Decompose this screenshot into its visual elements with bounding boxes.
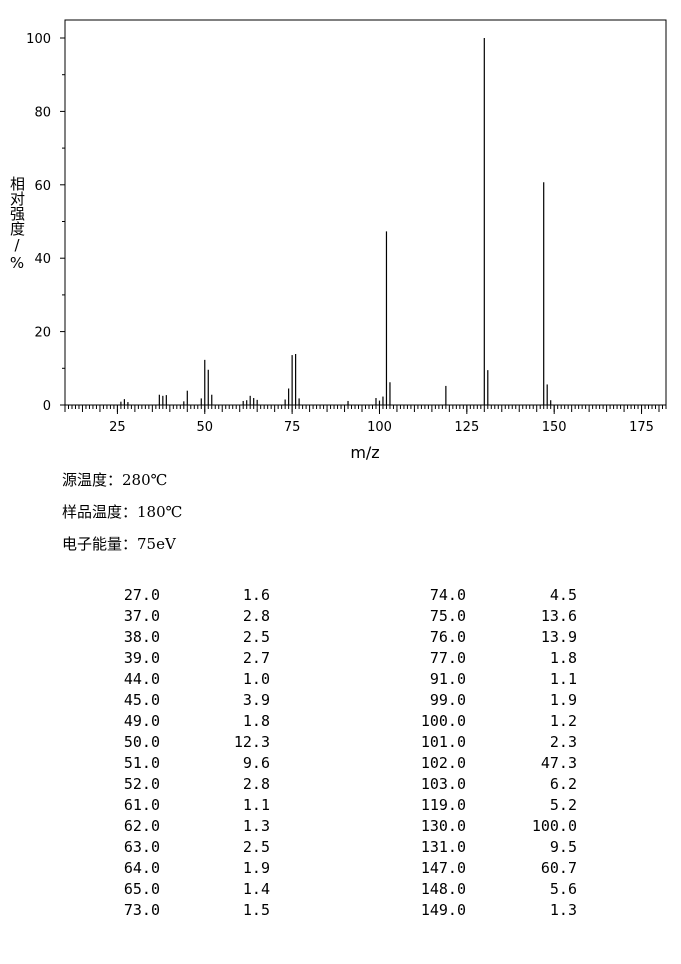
- table-intensity-cell: 3.9: [242, 691, 270, 709]
- table-mz-cell: 103.0: [420, 775, 466, 793]
- table-intensity-cell: 2.5: [242, 838, 270, 856]
- table-mz-cell: 148.0: [420, 880, 466, 898]
- table-mz-cell: 76.0: [429, 628, 466, 646]
- table-intensity-cell: 1.1: [242, 796, 270, 814]
- table-intensity-cell: 100.0: [531, 817, 577, 835]
- table-mz-cell: 91.0: [429, 670, 466, 688]
- table-intensity-cell: 6.2: [549, 775, 577, 793]
- table-mz-cell: 62.0: [123, 817, 160, 835]
- table-mz-cell: 51.0: [123, 754, 160, 772]
- table-mz-cell: 49.0: [123, 712, 160, 730]
- table-mz-cell: 99.0: [429, 691, 466, 709]
- table-intensity-cell: 13.6: [540, 607, 577, 625]
- table-intensity-cell: 1.2: [549, 712, 577, 730]
- table-intensity-cell: 5.2: [549, 796, 577, 814]
- x-tick-label: 100: [367, 420, 392, 435]
- table-intensity-cell: 1.1: [549, 670, 577, 688]
- y-axis-title: 相对强度/%: [8, 176, 26, 272]
- y-tick-label: 0: [43, 399, 51, 414]
- table-mz-cell: 38.0: [123, 628, 160, 646]
- condition-label: 源温度：: [62, 471, 123, 489]
- table-intensity-cell: 12.3: [233, 733, 270, 751]
- table-intensity-cell: 4.5: [549, 586, 577, 604]
- table-mz-cell: 130.0: [420, 817, 466, 835]
- table-intensity-cell: 1.9: [549, 691, 577, 709]
- table-mz-cell: 102.0: [420, 754, 466, 772]
- x-axis-title: m/z: [350, 443, 379, 462]
- table-mz-cell: 44.0: [123, 670, 160, 688]
- table-mz-cell: 27.0: [123, 586, 160, 604]
- table-mz-cell: 52.0: [123, 775, 160, 793]
- condition-label: 电子能量：: [62, 535, 138, 553]
- plot-frame: [64, 19, 667, 406]
- table-intensity-cell: 9.6: [242, 754, 270, 772]
- x-tick-label: 25: [109, 420, 126, 435]
- table-intensity-cell: 1.4: [242, 880, 270, 898]
- x-tick-label: 125: [454, 420, 479, 435]
- table-mz-cell: 65.0: [123, 880, 160, 898]
- table-mz-cell: 45.0: [123, 691, 160, 709]
- table-intensity-cell: 1.8: [549, 649, 577, 667]
- table-mz-cell: 63.0: [123, 838, 160, 856]
- table-mz-cell: 147.0: [420, 859, 466, 877]
- table-mz-cell: 75.0: [429, 607, 466, 625]
- condition-line: 源温度：280℃: [62, 469, 167, 490]
- table-mz-cell: 77.0: [429, 649, 466, 667]
- table-intensity-cell: 1.5: [242, 901, 270, 919]
- table-intensity-cell: 1.0: [242, 670, 270, 688]
- table-intensity-cell: 1.6: [242, 586, 270, 604]
- x-tick-label: 175: [629, 420, 654, 435]
- table-intensity-cell: 13.9: [540, 628, 577, 646]
- x-tick-label: 75: [284, 420, 301, 435]
- table-intensity-cell: 2.8: [242, 775, 270, 793]
- table-mz-cell: 64.0: [123, 859, 160, 877]
- table-intensity-cell: 2.7: [242, 649, 270, 667]
- table-intensity-cell: 60.7: [540, 859, 577, 877]
- table-intensity-cell: 1.3: [242, 817, 270, 835]
- table-intensity-cell: 1.8: [242, 712, 270, 730]
- condition-value: 75eV: [137, 535, 176, 553]
- table-intensity-cell: 2.5: [242, 628, 270, 646]
- condition-line: 样品温度：180℃: [62, 501, 182, 522]
- table-intensity-cell: 9.5: [549, 838, 577, 856]
- condition-label: 样品温度：: [62, 503, 138, 521]
- y-axis: 0 20 40 60 80 100: [26, 32, 65, 414]
- table-intensity-cell: 47.3: [540, 754, 577, 772]
- y-tick-label: 40: [34, 252, 51, 267]
- condition-value: 180℃: [137, 503, 183, 521]
- table-mz-cell: 73.0: [123, 901, 160, 919]
- x-tick-label: 50: [196, 420, 213, 435]
- table-intensity-cell: 2.8: [242, 607, 270, 625]
- table-mz-cell: 149.0: [420, 901, 466, 919]
- table-mz-cell: 100.0: [420, 712, 466, 730]
- table-mz-cell: 119.0: [420, 796, 466, 814]
- condition-value: 280℃: [122, 471, 168, 489]
- table-mz-cell: 37.0: [123, 607, 160, 625]
- peak-series: [120, 38, 552, 405]
- y-tick-label: 20: [34, 326, 51, 341]
- table-mz-cell: 61.0: [123, 796, 160, 814]
- table-mz-cell: 101.0: [420, 733, 466, 751]
- mass-spectrum-chart: 0 20 40 60 80 100 25 50 75 100 125 150 175 m/z: [26, 19, 667, 462]
- x-axis: 25 50 75 100 125 150 175: [64, 405, 667, 435]
- table-mz-cell: 39.0: [123, 649, 160, 667]
- y-tick-label: 60: [34, 179, 51, 194]
- table-intensity-cell: 1.3: [549, 901, 577, 919]
- condition-line: 电子能量：75eV: [62, 533, 176, 554]
- table-intensity-cell: 2.3: [549, 733, 577, 751]
- y-tick-label: 80: [34, 105, 51, 120]
- y-tick-label: 100: [26, 32, 51, 47]
- table-intensity-cell: 1.9: [242, 859, 270, 877]
- table-mz-cell: 131.0: [420, 838, 466, 856]
- table-mz-cell: 74.0: [429, 586, 466, 604]
- x-tick-label: 150: [542, 420, 567, 435]
- table-mz-cell: 50.0: [123, 733, 160, 751]
- table-intensity-cell: 5.6: [549, 880, 577, 898]
